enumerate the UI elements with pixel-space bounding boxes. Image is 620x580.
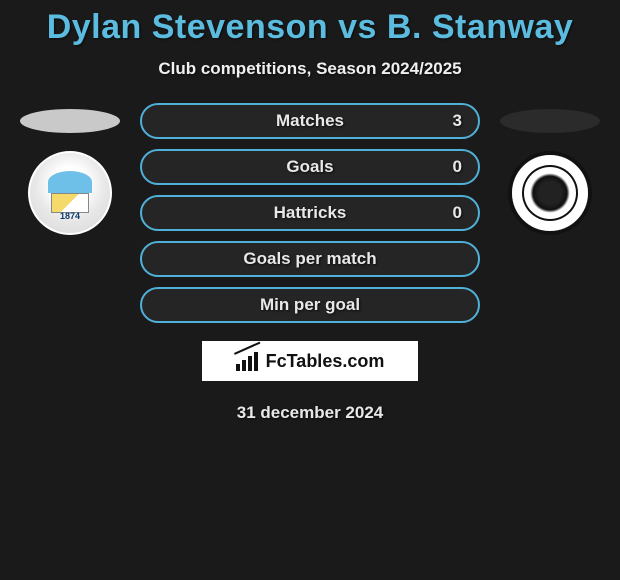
right-player-name-blob <box>500 109 600 133</box>
stats-column: Matches 3 Goals 0 Hattricks 0 Goals per … <box>140 103 480 323</box>
right-club-crest <box>508 151 592 235</box>
infographic-date: 31 december 2024 <box>0 403 620 423</box>
stat-bar-goals: Goals 0 <box>140 149 480 185</box>
stat-label: Goals <box>286 157 333 177</box>
stat-label: Min per goal <box>260 295 360 315</box>
stat-bar-hattricks: Hattricks 0 <box>140 195 480 231</box>
brand-logo[interactable]: FcTables.com <box>202 341 418 381</box>
left-player-column <box>20 103 120 235</box>
stat-bar-goals-per-match: Goals per match <box>140 241 480 277</box>
comparison-row: Matches 3 Goals 0 Hattricks 0 Goals per … <box>0 103 620 323</box>
stat-label: Matches <box>276 111 344 131</box>
stat-label: Hattricks <box>274 203 347 223</box>
stat-label: Goals per match <box>243 249 376 269</box>
bar-chart-icon <box>236 351 260 371</box>
crest-shield-icon <box>51 193 89 213</box>
thistle-icon <box>530 173 570 213</box>
stat-value-right: 3 <box>453 111 462 131</box>
page-subtitle: Club competitions, Season 2024/2025 <box>0 59 620 79</box>
stat-bar-matches: Matches 3 <box>140 103 480 139</box>
page-title: Dylan Stevenson vs B. Stanway <box>0 8 620 47</box>
left-club-crest <box>28 151 112 235</box>
infographic-root: Dylan Stevenson vs B. Stanway Club compe… <box>0 0 620 423</box>
left-player-name-blob <box>20 109 120 133</box>
brand-text: FcTables.com <box>266 351 385 372</box>
stat-bar-min-per-goal: Min per goal <box>140 287 480 323</box>
right-player-column <box>500 103 600 235</box>
stat-value-right: 0 <box>453 203 462 223</box>
stat-value-right: 0 <box>453 157 462 177</box>
